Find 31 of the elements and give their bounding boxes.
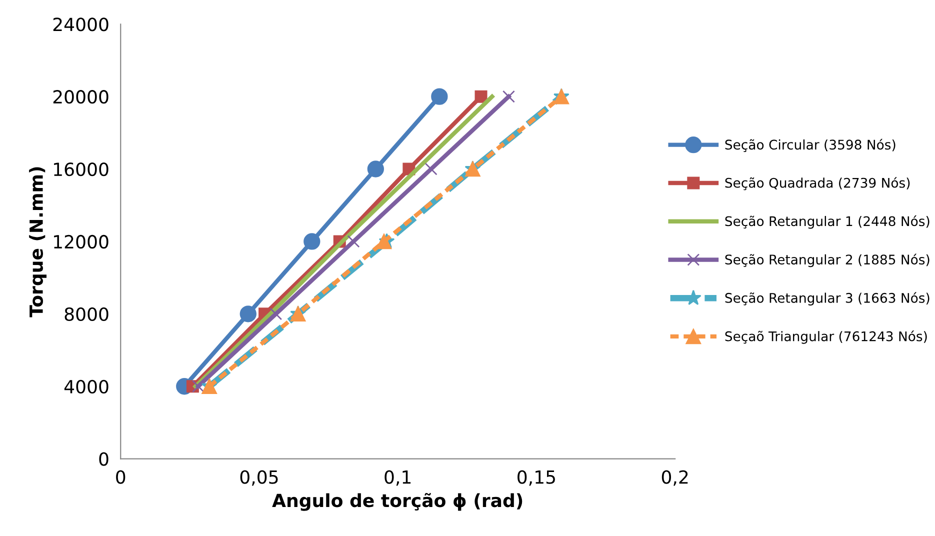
y-tick-label: 4000 (64, 380, 108, 394)
legend-label: Seçaõ Triangular (761243 Nós) (725, 330, 927, 344)
y-tick-label: 0 (99, 452, 108, 466)
point (367, 160, 384, 178)
legend-label: Seção Retangular 1 (2448 Nós) (725, 215, 930, 229)
x-tick-label: 0 (116, 470, 126, 484)
legend-label: Seção Quadrada (2739 Nós) (725, 177, 910, 190)
y-tick-label: 8000 (64, 307, 108, 322)
point (431, 88, 448, 105)
point (347, 235, 360, 248)
legend-label: Seção Retangular 3 (1663 Nós) (725, 292, 930, 306)
point (376, 234, 392, 250)
point (240, 306, 256, 322)
point (502, 90, 515, 103)
point (192, 380, 204, 393)
y-tick-label: 24000 (53, 18, 108, 32)
point (424, 162, 438, 176)
point (270, 308, 282, 320)
legend-label: Seção Circular (3598 Nós) (725, 138, 896, 152)
point (304, 233, 320, 250)
x-tick-label: 0,2 (662, 470, 688, 486)
point (474, 90, 488, 103)
y-tick-label: 20000 (53, 90, 108, 104)
y-axis-title: Torque (N.mm) (29, 167, 47, 318)
y-tick-label: 16000 (54, 162, 108, 176)
x-tick-label: 0,05 (240, 470, 278, 486)
x-tick-label: 0,15 (518, 470, 555, 486)
legend-label: Seção Retangular 2 (1885 Nós) (725, 254, 930, 268)
x-axis-title: Angulo de torção ϕ (rad) (272, 492, 522, 511)
x-tick-label: 0,1 (384, 470, 411, 486)
y-tick-label: 12000 (54, 234, 108, 249)
